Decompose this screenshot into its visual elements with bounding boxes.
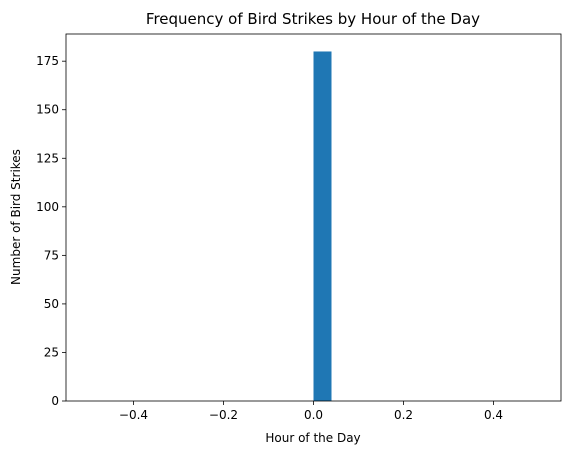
- x-tick-label: 0.2: [394, 408, 413, 422]
- y-axis: 0 25 50 75 100 125 150 175: [36, 54, 66, 408]
- y-tick-label: 75: [44, 248, 59, 262]
- y-tick-label: 0: [51, 394, 59, 408]
- y-tick-label: 175: [36, 54, 59, 68]
- x-axis: −0.4 −0.2 0.0 0.2 0.4: [119, 401, 503, 422]
- y-tick-label: 50: [44, 297, 59, 311]
- chart-title: Frequency of Bird Strikes by Hour of the…: [146, 10, 480, 28]
- x-tick-label: −0.2: [209, 408, 238, 422]
- x-tick-label: 0.0: [304, 408, 323, 422]
- y-tick-label: 125: [36, 151, 59, 165]
- x-tick-label: 0.4: [484, 408, 503, 422]
- y-tick-label: 25: [44, 345, 59, 359]
- bar-0: [314, 51, 332, 401]
- y-tick-label: 100: [36, 200, 59, 214]
- y-axis-label: Number of Bird Strikes: [9, 149, 23, 285]
- bars-group: [314, 51, 332, 401]
- y-tick-label: 150: [36, 103, 59, 117]
- x-axis-label: Hour of the Day: [265, 431, 360, 445]
- x-tick-label: −0.4: [119, 408, 148, 422]
